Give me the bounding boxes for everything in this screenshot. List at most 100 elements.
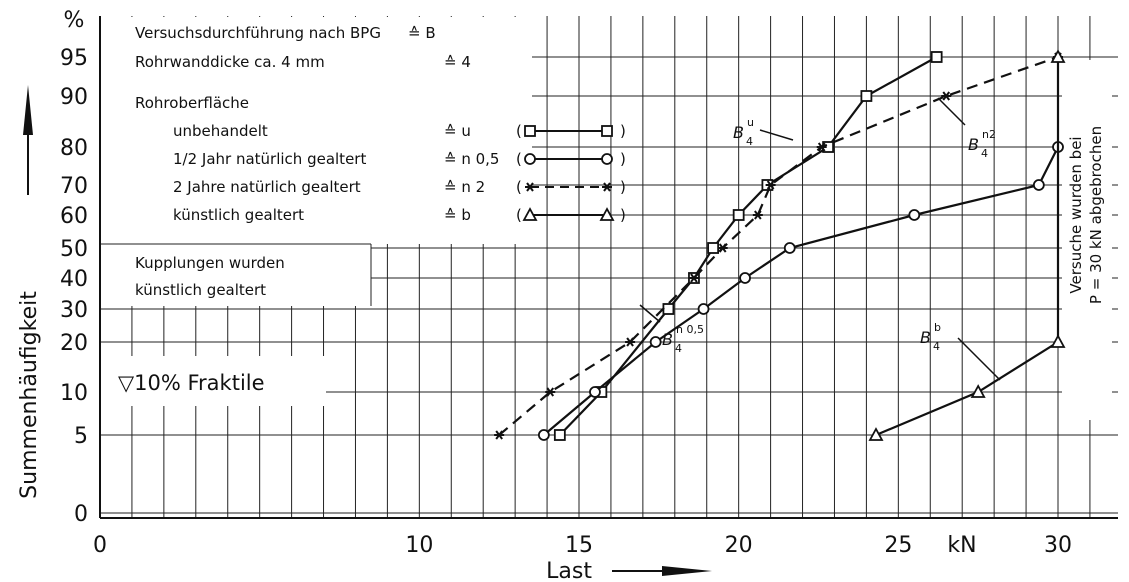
- data-point: [739, 272, 751, 284]
- legend-sample-marker: [525, 182, 535, 192]
- curve-label-sub: 4: [933, 340, 940, 353]
- data-point: [625, 337, 636, 347]
- data-point: [553, 429, 566, 441]
- curve-leader: [937, 97, 966, 126]
- legend-sample-marker: [601, 153, 613, 165]
- legend-paren: ): [620, 122, 626, 140]
- legend-sample-marker: [602, 182, 612, 192]
- legend-paren: (: [516, 150, 522, 168]
- y-axis-arrowhead: [23, 85, 33, 135]
- series-line: [875, 57, 1060, 437]
- note-line: künstlich gealtert: [135, 281, 266, 299]
- curve-leader: [759, 129, 794, 141]
- star-stroke: [546, 387, 555, 397]
- y-tick-label: 80: [60, 136, 88, 161]
- star-stroke: [942, 91, 951, 101]
- star-stroke: [718, 243, 727, 253]
- data-point: [908, 209, 921, 221]
- data-point: [649, 336, 662, 348]
- legend-sample-marker: [522, 207, 538, 221]
- curve-leader: [639, 304, 661, 323]
- data-point: [1050, 49, 1066, 63]
- star-stroke: [626, 337, 634, 347]
- legend-paren: (: [516, 206, 522, 224]
- star-stroke: [690, 273, 698, 283]
- curve-leader: [957, 337, 1001, 381]
- legend-code: ≙ b: [444, 206, 471, 224]
- x-unit-label: kN: [947, 533, 976, 558]
- legend-code: ≙ n 2: [444, 178, 485, 196]
- y-tick-label: 10: [60, 381, 88, 406]
- legend-sample-marker: [599, 207, 615, 221]
- star-stroke: [754, 210, 762, 220]
- x-axis-arrowhead: [662, 566, 712, 576]
- curve-label-base: B: [920, 328, 931, 347]
- y-tick-label: 50: [60, 237, 88, 262]
- series-layer: [494, 49, 1066, 441]
- data-point: [816, 142, 827, 152]
- legend: Versuchsdurchführung nach BPG ≙ B Rohrwand…: [101, 17, 1112, 420]
- star-stroke: [495, 430, 503, 440]
- x-tick-label: 30: [1044, 533, 1072, 558]
- data-point: [930, 51, 943, 63]
- y-tick-label: 60: [60, 204, 88, 229]
- x-tick-label: 25: [884, 533, 912, 558]
- legend-label: Rohrwanddicke ca. 4 mm: [135, 53, 325, 71]
- y-tick-label: 40: [60, 267, 88, 292]
- legend-sample-marker: [601, 125, 613, 137]
- y-tick-label: 5: [74, 424, 88, 449]
- series-square: [553, 51, 943, 441]
- legend-label: Rohroberfläche: [135, 94, 249, 112]
- legend-sample-marker: [524, 125, 536, 137]
- data-point: [545, 387, 556, 397]
- legend-label: Versuchsdurchführung nach BPG: [135, 24, 381, 42]
- legend-label: 2 Jahre natürlich gealtert: [173, 178, 361, 196]
- legend-label: künstlich gealtert: [173, 206, 304, 224]
- data-point: [752, 210, 763, 220]
- legend-box: [101, 17, 532, 244]
- curve-label-sup: b: [934, 321, 941, 334]
- curve-label-base: B: [662, 330, 673, 349]
- x-tick-label: 10: [405, 533, 433, 558]
- data-point: [688, 273, 699, 283]
- abort-note: P = 30 kN abgebrochen: [1087, 126, 1105, 304]
- y-unit-label: %: [64, 8, 85, 33]
- abort-note: Versuche wurden bei: [1067, 136, 1085, 293]
- curve-label-star: Bn2 4: [937, 97, 996, 160]
- series-circle: [537, 141, 1064, 441]
- series-line: [559, 56, 938, 436]
- curve-label-sub: 4: [675, 342, 682, 355]
- y-tick-label: 20: [60, 331, 88, 356]
- data-point: [697, 303, 710, 315]
- data-point: [537, 429, 550, 441]
- x-tick-label: 20: [725, 533, 753, 558]
- data-point: [717, 243, 728, 253]
- curve-label-sub: 4: [981, 147, 988, 160]
- data-point: [732, 209, 745, 221]
- data-point: [970, 384, 986, 398]
- data-point: [662, 303, 675, 315]
- legend-paren: (: [516, 122, 522, 140]
- series-line: [498, 55, 1059, 436]
- data-point: [765, 180, 776, 190]
- y-tick-label: 70: [60, 174, 88, 199]
- abort-note-box: [1062, 60, 1112, 420]
- star-stroke: [603, 182, 611, 192]
- axes: 0 10 15 20 25 30 kN 0 5 10 20 30 40 50 60 70 80 90 95% Last…: [17, 8, 1118, 582]
- x-tick-label: 15: [565, 533, 593, 558]
- legend-paren: ): [620, 178, 626, 196]
- note-box: [101, 244, 371, 306]
- data-point: [860, 90, 873, 102]
- y-tick-label: 30: [60, 298, 88, 323]
- legend-code: ≙ B: [408, 24, 436, 42]
- legend-code: ≙ n 0,5: [444, 150, 499, 168]
- curve-label-base: B: [968, 135, 979, 154]
- data-point: [494, 430, 505, 440]
- curve-label-sup: n 0,5: [676, 323, 704, 336]
- data-point: [707, 242, 720, 254]
- star-stroke: [526, 182, 534, 192]
- star-stroke: [817, 142, 826, 152]
- curve-label-triangle: Bb 4: [920, 321, 1001, 381]
- y-tick-label: 95: [60, 46, 88, 71]
